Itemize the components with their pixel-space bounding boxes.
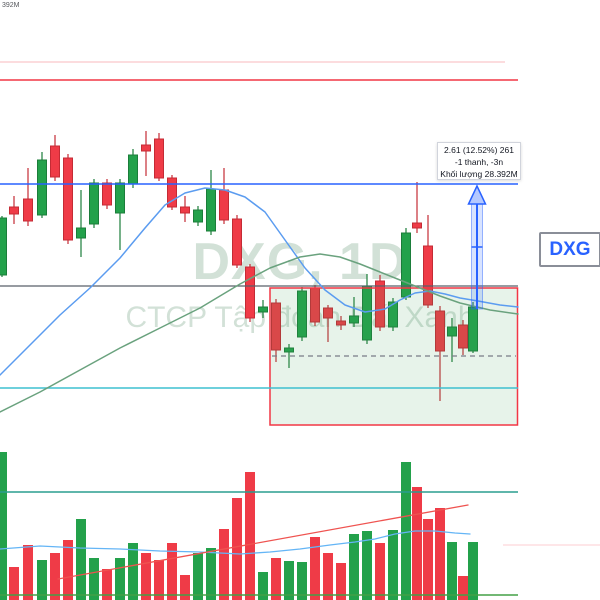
candle bbox=[115, 182, 125, 214]
candle bbox=[271, 302, 281, 351]
candle bbox=[375, 280, 385, 328]
price-ma-green bbox=[0, 253, 519, 413]
volume-ma-blue bbox=[0, 530, 471, 555]
candle bbox=[258, 306, 268, 313]
overlay-lines-group bbox=[0, 187, 519, 580]
volume-bar bbox=[0, 452, 7, 600]
volume-bar bbox=[9, 567, 19, 600]
level-lines-group[interactable] bbox=[0, 61, 600, 596]
volume-bar bbox=[401, 462, 411, 600]
ticker-badge-label: DXG bbox=[549, 238, 591, 260]
volume-bar bbox=[310, 537, 320, 600]
volume-bar bbox=[245, 472, 255, 600]
volume-bar bbox=[336, 563, 346, 600]
volume-bar bbox=[388, 530, 398, 600]
candle bbox=[245, 266, 255, 319]
volume-bar bbox=[154, 560, 164, 600]
volume-bar bbox=[423, 519, 433, 600]
volume-bar bbox=[468, 542, 478, 600]
volume-bar bbox=[375, 543, 385, 600]
volume-trendline-red bbox=[57, 504, 469, 580]
measure-bar-count: -1 thanh, -3n bbox=[454, 157, 504, 167]
candle bbox=[89, 182, 99, 225]
volume-bar bbox=[50, 553, 60, 600]
candle bbox=[193, 209, 203, 223]
volume-bar bbox=[349, 534, 359, 600]
candle bbox=[50, 145, 60, 178]
measure-price-change: 2.61 (12.52%) 261 bbox=[444, 145, 514, 155]
candle bbox=[435, 310, 445, 352]
candle bbox=[219, 189, 229, 221]
candle bbox=[206, 188, 216, 232]
candle bbox=[423, 245, 433, 306]
volume-bar bbox=[232, 498, 242, 600]
volume-bar bbox=[447, 542, 457, 600]
volume-bar bbox=[284, 561, 294, 600]
volume-bar bbox=[115, 558, 125, 600]
candle bbox=[9, 206, 19, 215]
ticker-badge[interactable]: DXG bbox=[539, 232, 600, 267]
volume-bar bbox=[37, 560, 47, 600]
candle bbox=[128, 154, 138, 185]
arrow-head bbox=[467, 184, 487, 205]
volume-bar bbox=[128, 543, 138, 600]
candles-group bbox=[0, 131, 478, 401]
volume-bar bbox=[63, 540, 73, 600]
candle bbox=[412, 222, 422, 229]
volume-bar bbox=[458, 576, 468, 600]
candle bbox=[76, 227, 86, 239]
volume-legend-truncated: 392M bbox=[2, 2, 20, 9]
volume-bar bbox=[323, 553, 333, 600]
candle bbox=[37, 159, 47, 216]
volume-bar bbox=[141, 553, 151, 600]
price-ma-blue bbox=[0, 187, 519, 376]
candle bbox=[284, 347, 294, 353]
volume-bar bbox=[362, 531, 372, 600]
volume-bars-group bbox=[0, 452, 478, 600]
volume-bar bbox=[435, 508, 445, 600]
volume-bar bbox=[180, 575, 190, 600]
volume-bar bbox=[219, 529, 229, 600]
volume-bar bbox=[102, 569, 112, 600]
volume-bar bbox=[297, 562, 307, 600]
volume-bar bbox=[167, 543, 177, 600]
candle bbox=[23, 198, 33, 222]
candle bbox=[154, 138, 164, 179]
volume-bar bbox=[271, 558, 281, 600]
volume-bar bbox=[193, 553, 203, 600]
candle bbox=[468, 306, 478, 352]
candle bbox=[297, 290, 307, 338]
volume-bar bbox=[89, 558, 99, 600]
candle bbox=[458, 324, 468, 349]
candle bbox=[336, 320, 346, 326]
volume-bar bbox=[76, 519, 86, 600]
candle bbox=[232, 218, 242, 266]
candle bbox=[180, 206, 190, 214]
candle bbox=[63, 157, 73, 241]
measure-tooltip: 2.61 (12.52%) 261 -1 thanh, -3n Khối lượ… bbox=[437, 142, 521, 180]
candle bbox=[323, 307, 333, 319]
volume-bar bbox=[23, 545, 33, 600]
candle bbox=[0, 217, 7, 276]
candle bbox=[141, 144, 151, 152]
measure-arrow[interactable] bbox=[467, 184, 487, 310]
volume-bar bbox=[206, 548, 216, 600]
volume-bar bbox=[412, 487, 422, 600]
candle bbox=[388, 301, 398, 328]
volume-bar bbox=[258, 572, 268, 600]
candle bbox=[447, 326, 457, 337]
candle bbox=[167, 177, 177, 208]
candle bbox=[349, 315, 359, 324]
candle bbox=[102, 182, 112, 206]
measure-volume: Khối lượng 28.392M bbox=[440, 169, 518, 179]
